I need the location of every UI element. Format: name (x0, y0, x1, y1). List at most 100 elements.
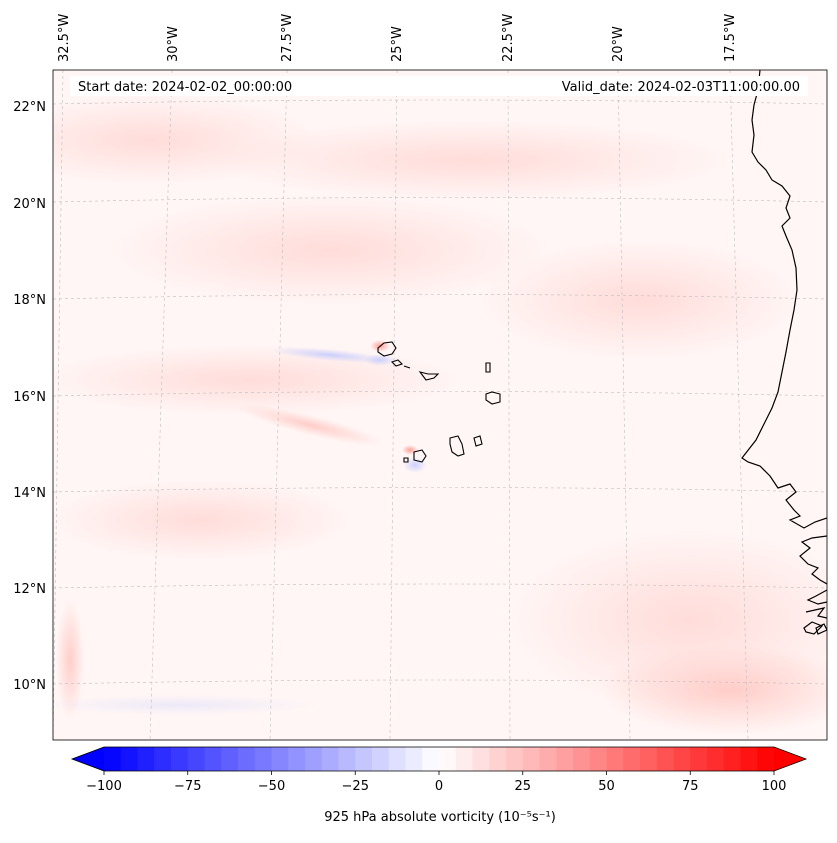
island-santiago (449, 435, 465, 457)
colorbar-cell (422, 747, 440, 771)
colorbar-cell (238, 747, 256, 771)
colorbar-cell (723, 747, 742, 771)
colorbar-tick-label: 0 (435, 779, 443, 794)
positive-vorticity-band (56, 600, 84, 720)
colorbar: −100 −75 −50 −25 0 25 50 75 100 925 hPa absolute… (70, 746, 808, 825)
colorbar-cell (640, 747, 658, 771)
colorbar-cell (187, 747, 206, 771)
lon-label: 25°W (390, 26, 405, 62)
colorbar-tick-label: 100 (762, 779, 787, 794)
colorbar-cell (171, 747, 189, 771)
positive-vorticity-band (210, 120, 730, 200)
colorbar-cell (757, 747, 775, 771)
colorbar-cell (623, 747, 641, 771)
cape-verde-islands (377, 341, 501, 463)
colorbar-cell (690, 747, 708, 771)
lon-label: 27.5°W (280, 14, 295, 62)
negative-vorticity-band (53, 695, 320, 715)
colorbar-tick-label: 50 (598, 779, 615, 794)
lon-label: 30°W (166, 26, 181, 62)
colorbar-cell (388, 747, 407, 771)
colorbar-cell (254, 747, 273, 771)
colorbar-cell (137, 747, 155, 771)
colorbar-cell (204, 747, 222, 771)
colorbar-cell (472, 747, 490, 771)
lat-label: 22°N (13, 100, 46, 115)
colorbar-cell (522, 747, 541, 771)
colorbar-cell (154, 747, 172, 771)
colorbar-label: 925 hPa absolute vorticity (10⁻⁵s⁻¹) (324, 810, 556, 825)
title-banner (70, 76, 808, 96)
start-date-label: Start date: 2024-02-02_00:00:00 (78, 80, 292, 95)
island-brava (403, 457, 409, 463)
colorbar-tick-label: −75 (174, 779, 201, 794)
colorbar-cell (355, 747, 373, 771)
colorbar-cell (321, 747, 340, 771)
colorbar-cell (120, 747, 139, 771)
lon-label: 17.5°W (723, 14, 738, 62)
lat-label: 16°N (13, 390, 46, 405)
colorbar-cell (606, 747, 624, 771)
colorbar-ticks: −100 −75 −50 −25 0 25 50 75 100 (86, 771, 786, 794)
colorbar-tick-label: 75 (682, 779, 699, 794)
colorbar-cell (305, 747, 323, 771)
positive-vorticity-peak (402, 445, 418, 455)
colorbar-cell (589, 747, 608, 771)
colorbar-tick-label: 25 (514, 779, 531, 794)
colorbar-cell (673, 747, 691, 771)
colorbar-cell (372, 747, 390, 771)
island-maio (473, 435, 483, 447)
colorbar-tick-label: −100 (86, 779, 122, 794)
island-sao-nicolau (418, 371, 440, 381)
colorbar-cell (740, 747, 758, 771)
positive-vorticity-band (480, 240, 800, 360)
island-santa-luzia (403, 365, 411, 369)
lat-label: 20°N (13, 197, 46, 212)
colorbar-cell (556, 747, 574, 771)
island-sal (485, 362, 491, 373)
map-frame (52, 69, 828, 741)
colorbar-cell (405, 747, 423, 771)
island-santo-antao (377, 341, 397, 357)
lat-label: 18°N (13, 293, 46, 308)
negative-vorticity-band (403, 457, 427, 473)
valid-date-label: Valid_date: 2024-02-03T11:00:00.00 (562, 80, 800, 95)
positive-vorticity-band (53, 480, 350, 560)
lat-label: 14°N (13, 486, 46, 501)
vorticity-field (53, 70, 827, 740)
colorbar-cell (271, 747, 289, 771)
colorbar-cell (338, 747, 356, 771)
coastline-africa (741, 70, 827, 635)
positive-vorticity-band (110, 195, 550, 305)
island-sao-vicente (390, 359, 404, 367)
negative-vorticity-band (364, 354, 396, 366)
colorbar-cell (656, 747, 675, 771)
colorbar-extend-max-arrow (774, 747, 806, 771)
lon-label: 32.5°W (57, 14, 72, 62)
colorbar-cell (455, 747, 474, 771)
lon-label: 22.5°W (501, 14, 516, 62)
colorbar-extend-min-arrow (72, 747, 104, 771)
colorbar-cell (573, 747, 591, 771)
positive-vorticity-band (237, 404, 383, 446)
colorbar-cell (707, 747, 725, 771)
colorbar-cell (288, 747, 306, 771)
lat-label: 12°N (13, 582, 46, 597)
positive-vorticity-band (600, 645, 827, 735)
colorbar-variable: 925 hPa absolute vorticity (324, 810, 494, 825)
colorbar-cell (221, 747, 239, 771)
colorbar-units: (10⁻⁵s⁻¹) (498, 810, 556, 825)
colorbar-cell (506, 747, 524, 771)
island-boa-vista (485, 391, 501, 405)
colorbar-cell (104, 747, 122, 771)
island-fogo (413, 449, 427, 463)
colorbar-cell (489, 747, 507, 771)
negative-vorticity-band (270, 347, 390, 363)
lat-label: 10°N (13, 678, 46, 693)
colorbar-cell (539, 747, 557, 771)
colorbar-cell (439, 747, 457, 771)
lon-label: 20°W (611, 26, 626, 62)
colorbar-tick-label: −50 (258, 779, 285, 794)
